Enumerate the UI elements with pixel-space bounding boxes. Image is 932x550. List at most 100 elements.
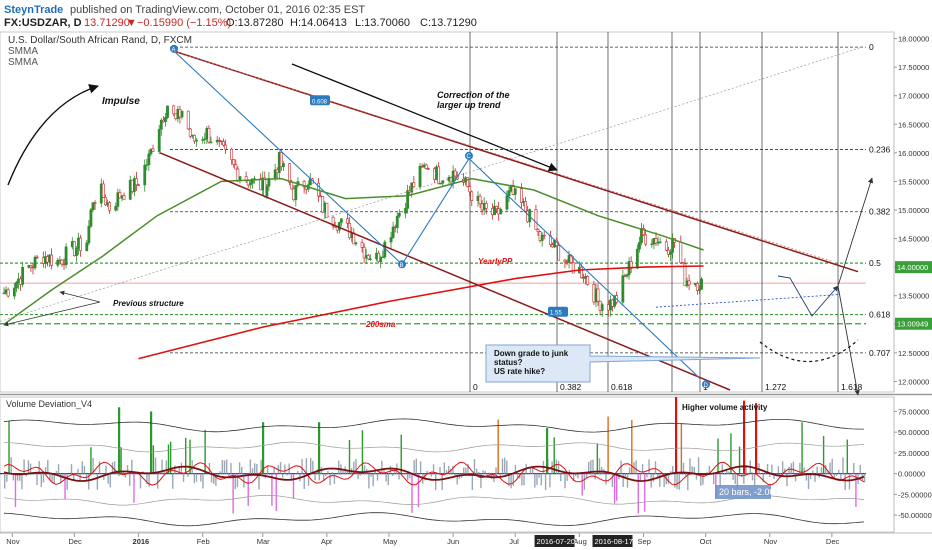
candle-body [698,289,701,291]
volume-bar [314,473,316,481]
volume-pane[interactable] [0,396,895,533]
previous-structure-arrow [3,301,101,327]
volume-bar [105,465,107,474]
volume-bar [27,460,30,474]
volume-bar [730,433,732,474]
volume-bar [784,468,786,474]
volume-bar [4,473,6,489]
volume-bar [712,473,715,485]
volume-bar [146,473,148,485]
candle-body [478,195,482,205]
volume-bar [273,466,275,474]
volume-bar [702,473,704,485]
volume-bar [126,465,129,474]
candle-body [15,282,18,289]
volume-bar [243,473,245,488]
volume-bar [600,466,603,474]
volume-bar [411,473,413,513]
slow-deviation-line [3,465,865,482]
candle-body [658,241,662,243]
candle-body [424,164,428,169]
volume-bar-peak [546,428,549,474]
callout[interactable]: Down grade to junk status? US rate hike? [485,344,761,383]
volume-bar [596,443,599,474]
last-price-badge [895,261,932,274]
volume-bar [764,471,767,474]
volume-bar [180,462,183,474]
candle-body [404,208,407,214]
volume-bar [557,461,560,474]
candle-body [116,192,120,207]
axes: 18.00000 17.50000 17.00000 16.50000 16.00000… [0,32,932,547]
volume-bar [426,470,428,474]
price-tick-label: 17.50000 [898,63,929,72]
candle-body [642,228,645,236]
volume-bar [157,473,159,489]
candle-body [687,280,691,286]
main-overlay: 00.2360.3820.50.6180.70700.3820.61811.27… [3,42,891,396]
volume-bar [760,473,762,475]
volume-bar [656,473,659,479]
channel-lower-line [159,152,731,391]
candle-body [669,252,672,255]
author-name[interactable]: SteynTrade [4,4,63,16]
candle-body [33,256,37,269]
ratio-label: 1.55 [550,311,562,317]
date-badge-label: 2016-08-17 [595,537,633,546]
volume-bar [863,473,866,483]
volume-bar [100,473,103,475]
candle-body [195,139,198,142]
sma200-label: 200sma [365,320,396,329]
candle-body [64,246,68,266]
volume-bar [178,466,180,474]
volume-bar [409,473,411,479]
volume-bar [555,459,558,474]
volume-bar [202,473,204,489]
volume-bar [510,473,512,489]
volume-bar [514,464,517,474]
candle-body [542,234,546,237]
volume-bar [133,473,135,503]
volume-bar [148,473,150,487]
volume-bar [527,473,530,475]
candle-body [79,237,82,252]
volume-bar [310,457,312,474]
fib-level-label: 0.236 [869,144,891,154]
volume-bar [109,473,111,488]
candle-body [683,263,687,287]
volume-bar [195,473,198,482]
projection-down-arrow [837,285,860,396]
volume-bar [769,473,771,478]
bars-measure[interactable]: 20 bars, -2.00 [715,485,775,499]
candle-body [166,105,169,118]
volume-bar [611,473,614,487]
volume-bar [751,473,754,481]
pattern-point-marker [465,151,473,160]
candle-body [159,119,163,130]
candle-body [395,215,399,228]
correction-label-2: larger up trend [437,100,501,110]
candle-body [484,203,488,209]
candle-body [209,141,213,144]
volume-bar [801,422,803,474]
candle-body [557,245,561,261]
price-tick-label: 15.00000 [898,206,929,215]
volume-bar [167,444,170,474]
projection-up-arrow [837,177,874,287]
candle-body [695,283,699,291]
volume-bar [176,473,178,475]
legend-smma-2[interactable]: SMMA [8,57,38,68]
volume-bar [631,419,633,474]
volume-bar [219,471,221,474]
volume-bar [238,462,241,474]
volume-bar [307,473,310,486]
volume-bar [859,465,861,474]
volume-bar [57,464,60,474]
candle-body [203,138,207,140]
volume-bar [197,473,200,475]
candle-body [638,242,641,250]
volume-title[interactable]: Volume Deviation_V4 [6,399,92,409]
volume-bar [305,458,308,474]
legend-smma-1[interactable]: SMMA [8,46,38,57]
